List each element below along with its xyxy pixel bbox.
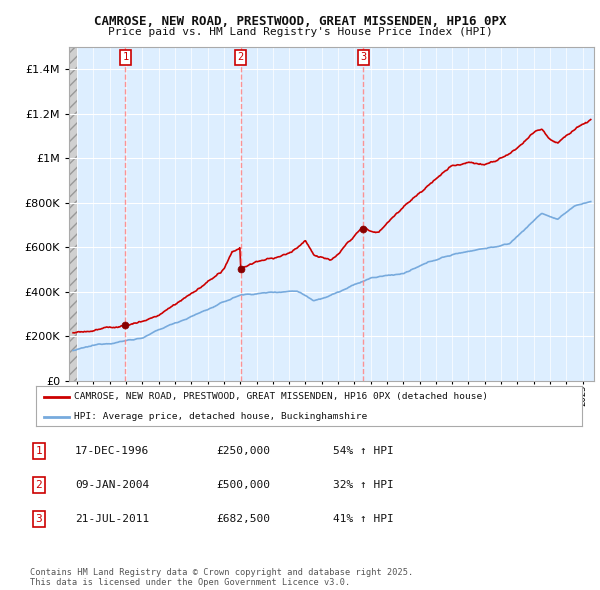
Text: CAMROSE, NEW ROAD, PRESTWOOD, GREAT MISSENDEN, HP16 0PX: CAMROSE, NEW ROAD, PRESTWOOD, GREAT MISS… (94, 15, 506, 28)
Text: £500,000: £500,000 (216, 480, 270, 490)
Bar (69, 47, 77, 381)
Text: 1: 1 (35, 447, 43, 456)
Text: HPI: Average price, detached house, Buckinghamshire: HPI: Average price, detached house, Buck… (74, 412, 367, 421)
Text: 09-JAN-2004: 09-JAN-2004 (75, 480, 149, 490)
Text: 2: 2 (35, 480, 43, 490)
Text: £682,500: £682,500 (216, 514, 270, 524)
Text: 41% ↑ HPI: 41% ↑ HPI (333, 514, 394, 524)
Text: 32% ↑ HPI: 32% ↑ HPI (333, 480, 394, 490)
Text: 3: 3 (360, 52, 367, 62)
Text: 2: 2 (238, 52, 244, 62)
Text: CAMROSE, NEW ROAD, PRESTWOOD, GREAT MISSENDEN, HP16 0PX (detached house): CAMROSE, NEW ROAD, PRESTWOOD, GREAT MISS… (74, 392, 488, 401)
Text: 1: 1 (122, 52, 128, 62)
Text: Price paid vs. HM Land Registry's House Price Index (HPI): Price paid vs. HM Land Registry's House … (107, 27, 493, 37)
Text: 54% ↑ HPI: 54% ↑ HPI (333, 447, 394, 456)
Text: 21-JUL-2011: 21-JUL-2011 (75, 514, 149, 524)
Text: Contains HM Land Registry data © Crown copyright and database right 2025.
This d: Contains HM Land Registry data © Crown c… (30, 568, 413, 587)
Text: 17-DEC-1996: 17-DEC-1996 (75, 447, 149, 456)
Text: 3: 3 (35, 514, 43, 524)
Text: £250,000: £250,000 (216, 447, 270, 456)
Bar (69, 47, 77, 381)
